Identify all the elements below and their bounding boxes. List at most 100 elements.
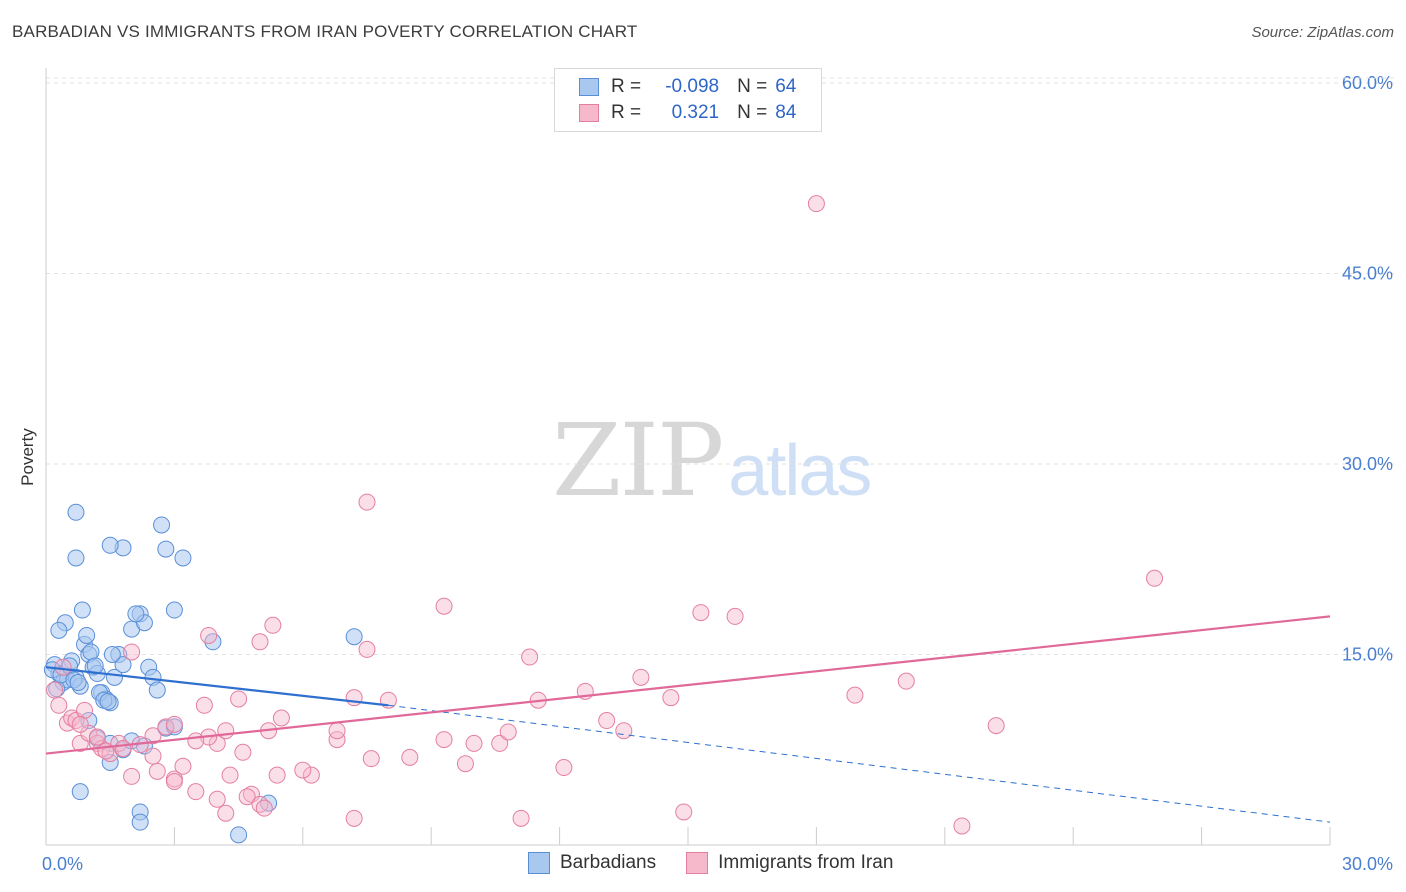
legend-row-iran: R = 0.321 N = 84 — [579, 101, 796, 125]
barbadians-trendline — [45, 666, 389, 707]
iran-point — [174, 757, 192, 775]
iran-point — [208, 790, 226, 808]
iran-trendline — [45, 615, 1331, 755]
barbadians-point — [127, 605, 145, 623]
barbadians-point — [230, 826, 248, 844]
n-label: N = — [737, 76, 768, 97]
n-value: 84 — [775, 102, 797, 123]
r-value: -0.098 — [665, 76, 720, 97]
n-value: 64 — [775, 76, 797, 97]
iran-point — [675, 803, 693, 821]
barbadians-point — [69, 673, 87, 691]
iran-point — [521, 648, 539, 666]
iran-point — [456, 755, 474, 773]
legend-label-barbadians: Barbadians — [560, 852, 657, 873]
iran-point — [46, 681, 64, 699]
iran-point — [238, 788, 256, 806]
iran-point — [217, 722, 235, 740]
barbadians-point — [345, 628, 363, 646]
iran-point — [632, 668, 650, 686]
iran-point — [221, 766, 239, 784]
iran-point — [345, 689, 363, 707]
iran-point — [598, 712, 616, 730]
iran-point — [71, 715, 89, 733]
barbadians-point — [131, 813, 149, 831]
iran-point — [54, 658, 72, 676]
iran-point — [97, 742, 115, 760]
iran-point — [144, 727, 162, 745]
iran-point — [294, 761, 312, 779]
iran-point — [1146, 569, 1164, 587]
iran-point — [953, 817, 971, 835]
watermark: ZIPatlas — [552, 402, 872, 519]
iran-point — [230, 690, 248, 708]
iran-point — [615, 722, 633, 740]
barbadians-point — [73, 601, 91, 619]
barbadians-point — [153, 516, 171, 534]
iran-point — [123, 643, 141, 661]
iran-point — [165, 715, 183, 733]
iran-point — [807, 195, 825, 213]
iran-point — [268, 766, 286, 784]
iran-point — [987, 717, 1005, 735]
y-tick-label: 15.0% — [1342, 645, 1393, 665]
x-tick-label-max: 30.0% — [1342, 854, 1393, 874]
x-tick-label-min: 0.0% — [42, 854, 83, 874]
series-legend: Barbadians Immigrants from Iran — [528, 852, 923, 874]
iran-point — [251, 633, 269, 651]
iran-point — [88, 728, 106, 746]
iran-point — [255, 799, 273, 817]
iran-point — [114, 739, 132, 757]
iran-point — [491, 734, 509, 752]
iran-point — [401, 748, 419, 766]
barbadians-point — [148, 681, 166, 699]
source-label: Source: ZipAtlas.com — [1251, 24, 1394, 41]
iran-point — [465, 734, 483, 752]
iran-point — [555, 759, 573, 777]
barbadians-point — [99, 692, 117, 710]
iran-point — [187, 783, 205, 801]
iran-point — [345, 809, 363, 827]
barbadians-point — [80, 712, 98, 730]
iran-point — [328, 722, 346, 740]
iran-point — [302, 766, 320, 784]
r-value: 0.321 — [671, 102, 720, 123]
barbadians-trendline-extension — [388, 704, 1331, 823]
barbadians-point — [174, 549, 192, 567]
iran-point — [846, 686, 864, 704]
barbadians-point — [71, 783, 89, 801]
iran-point — [165, 773, 183, 790]
barbadians-legend-swatch — [528, 852, 550, 874]
iran-point — [148, 762, 166, 780]
iran-point — [187, 732, 205, 750]
iran-point — [362, 750, 380, 768]
barbadians-point — [101, 753, 119, 771]
iran-point — [123, 767, 141, 785]
watermark-atlas: atlas — [728, 431, 872, 511]
correlation-legend: R = -0.098 N = 64 R = 0.321 N = 84 — [554, 68, 822, 132]
iran-point — [76, 701, 94, 719]
barbadians-point — [101, 536, 119, 554]
barbadians-point — [67, 549, 85, 567]
iran-point — [200, 626, 218, 644]
iran-point — [234, 743, 252, 761]
barbadians-point — [103, 646, 121, 663]
iran-legend-swatch — [686, 852, 709, 874]
iran-point — [217, 804, 235, 822]
iran-swatch — [579, 104, 599, 122]
y-axis-title: Poverty — [18, 428, 37, 486]
iran-point — [264, 616, 282, 634]
barbadians-point — [86, 657, 104, 675]
iran-point — [435, 597, 453, 615]
iran-point — [726, 607, 744, 625]
barbadians-point — [50, 621, 68, 639]
iran-point — [692, 604, 710, 622]
y-tick-label: 45.0% — [1342, 264, 1393, 284]
iran-point — [328, 731, 346, 749]
legend-label-iran: Immigrants from Iran — [718, 852, 894, 873]
barbadians-point — [114, 656, 132, 674]
barbadians-point — [157, 540, 175, 558]
y-tick-label: 60.0% — [1342, 73, 1393, 93]
iran-point — [50, 696, 68, 714]
